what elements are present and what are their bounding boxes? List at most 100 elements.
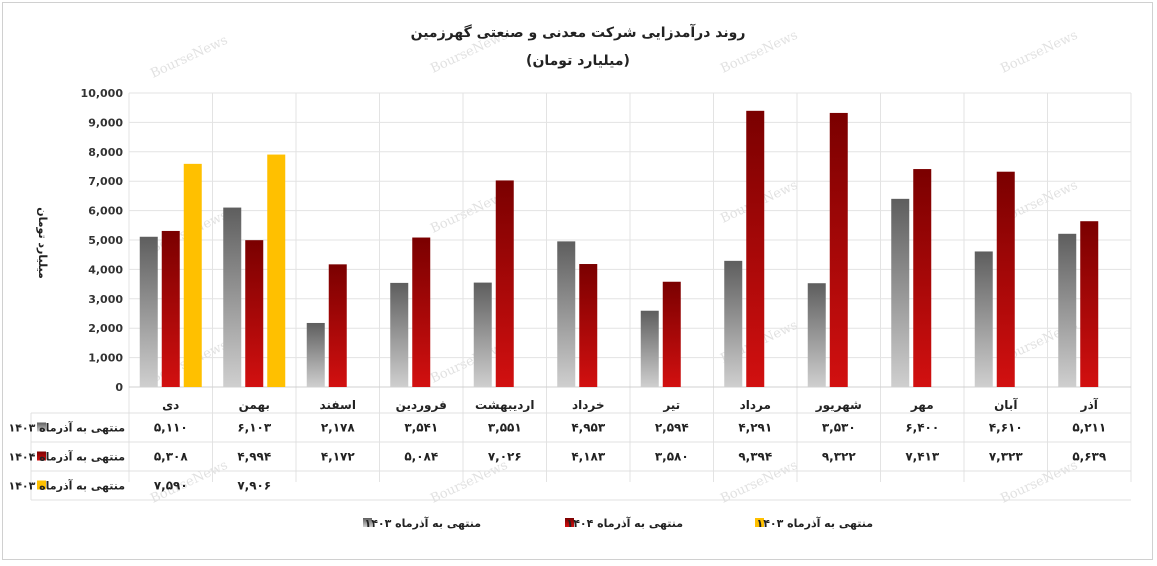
category-label: بهمن	[239, 398, 270, 412]
legend-entry: منتهی به آذرماه ۱۴۰۴	[566, 516, 683, 530]
y-tick-label: 9,000	[88, 116, 123, 129]
category-label: دی	[162, 398, 179, 412]
table-cell: ۳,۵۵۱	[488, 421, 522, 435]
table-cell: ۴,۱۷۲	[321, 450, 356, 464]
category-label: شهریور	[815, 398, 862, 413]
legend: منتهی به آذرماه ۱۴۰۳ منتهی به آذرماه ۱۴۰۴…	[363, 516, 873, 530]
table-cell: ۶,۱۰۳	[237, 421, 272, 435]
table-cell: ۷,۳۲۳	[989, 450, 1024, 464]
y-tick-label: 6,000	[88, 205, 123, 218]
chart-title: روند درآمدزایی شرکت معدنی و صنعتی گهرزمی…	[411, 23, 746, 41]
legend-swatch	[565, 518, 574, 527]
category-label: آذر	[1080, 397, 1099, 412]
table-cell: ۵,۱۱۰	[154, 421, 188, 435]
table-cell: ۶,۴۰۰	[905, 421, 939, 435]
bar-1-4	[495, 180, 514, 387]
gridlines	[128, 92, 1132, 482]
row-swatch	[37, 451, 46, 461]
row-label: منتهی به آذرماه ۱۴۰۳	[8, 421, 125, 435]
category-label: تیر	[662, 398, 680, 412]
y-tick-label: 3,000	[88, 293, 123, 306]
bar-1-9	[913, 169, 932, 387]
category-label: اردیبهشت	[475, 398, 534, 412]
table-cell: ۳,۵۴۱	[404, 421, 438, 435]
table-cell: ۴,۹۵۳	[571, 421, 606, 435]
watermark-text: BourseNews	[718, 458, 800, 507]
bar-1-3	[412, 237, 431, 387]
y-tick-label: 8,000	[88, 146, 123, 159]
y-axis-ticks: 10,000 9,000 8,000 7,000 6,000 5,000 4,000 3,00…	[81, 87, 124, 394]
category-label: آبان	[994, 397, 1018, 412]
category-label: خرداد	[572, 398, 605, 412]
legend-swatch	[755, 518, 764, 527]
watermark-layer: BourseNews BourseNews BourseNews BourseNews…	[148, 28, 1080, 507]
table-cell: ۵,۰۸۴	[404, 450, 438, 464]
bar-1-10	[996, 171, 1015, 387]
table-cell: ۴,۶۱۰	[989, 421, 1023, 435]
bar-0-8	[807, 283, 826, 387]
bar-2-0	[183, 163, 202, 387]
table-cell: ۷,۵۹۰	[154, 479, 188, 493]
bar-marks	[139, 110, 1099, 387]
bar-0-5	[557, 241, 576, 387]
row-label: منتهی به آذرماه ۱۴۰۳	[8, 479, 125, 493]
bar-2-1	[267, 154, 286, 387]
watermark-text: BourseNews	[428, 458, 510, 507]
data-table: دی بهمن اسفند فروردین اردیبهشت خرداد تیر مرداد ش…	[8, 397, 1131, 501]
y-tick-label: 0	[115, 381, 123, 394]
bar-0-11	[1058, 233, 1077, 387]
bar-0-7	[724, 260, 743, 387]
y-tick-label: 5,000	[88, 234, 123, 247]
watermark-text: BourseNews	[998, 458, 1080, 507]
bar-1-2	[328, 264, 347, 387]
y-tick-label: 4,000	[88, 263, 123, 276]
bar-0-0	[139, 236, 158, 387]
category-label: اسفند	[320, 398, 356, 412]
table-cell: ۴,۹۹۴	[237, 450, 271, 464]
table-cell: ۷,۹۰۶	[237, 479, 271, 493]
y-tick-label: 10,000	[81, 87, 124, 100]
table-cell: ۵,۳۰۸	[154, 450, 189, 464]
table-cell: ۳,۵۳۰	[822, 421, 856, 435]
bar-0-1	[223, 207, 242, 387]
y-axis-label: میلیارد تومان	[36, 207, 49, 279]
row-swatch	[37, 422, 46, 432]
bar-0-9	[891, 198, 910, 387]
table-cell: ۲,۱۷۸	[321, 421, 356, 435]
revenue-chart: BourseNews BourseNews BourseNews BourseNews…	[8, 23, 1132, 530]
bar-0-2	[306, 322, 325, 387]
table-cell: ۵,۶۳۹	[1072, 450, 1107, 464]
row-label: منتهی به آذرماه ۱۴۰۴	[8, 450, 125, 464]
category-label: مهر	[910, 398, 934, 412]
category-label: مرداد	[740, 398, 771, 412]
legend-entry: منتهی به آذرماه ۱۴۰۳	[756, 516, 873, 530]
watermark-text: BourseNews	[998, 28, 1080, 77]
bar-1-5	[579, 264, 598, 387]
bar-1-8	[829, 112, 848, 387]
bar-1-7	[746, 110, 765, 387]
table-cell: ۵,۲۱۱	[1072, 421, 1106, 435]
legend-swatch	[363, 518, 372, 527]
table-cell: ۴,۲۹۱	[738, 421, 772, 435]
table-cell: ۳,۵۸۰	[655, 450, 689, 464]
bar-1-11	[1080, 221, 1099, 387]
watermark-text: BourseNews	[148, 33, 230, 82]
row-swatch	[37, 480, 46, 490]
table-cell: ۲,۵۹۴	[655, 421, 689, 435]
bar-1-0	[161, 230, 180, 387]
y-tick-label: 2,000	[88, 322, 123, 335]
bar-0-4	[473, 282, 492, 387]
bar-0-10	[974, 251, 993, 387]
chart-subtitle: (میلیارد تومان)	[526, 53, 630, 69]
y-tick-label: 7,000	[88, 175, 123, 188]
table-cell: ۹,۳۹۴	[738, 450, 772, 464]
bar-0-3	[390, 282, 409, 387]
table-cell: ۷,۴۱۳	[905, 450, 940, 464]
table-cell: ۹,۳۲۲	[822, 450, 857, 464]
bar-1-1	[245, 240, 264, 387]
table-cell: ۴,۱۸۳	[571, 450, 606, 464]
y-tick-label: 1,000	[88, 352, 123, 365]
category-label: فروردین	[396, 398, 447, 413]
bar-0-6	[640, 310, 659, 387]
